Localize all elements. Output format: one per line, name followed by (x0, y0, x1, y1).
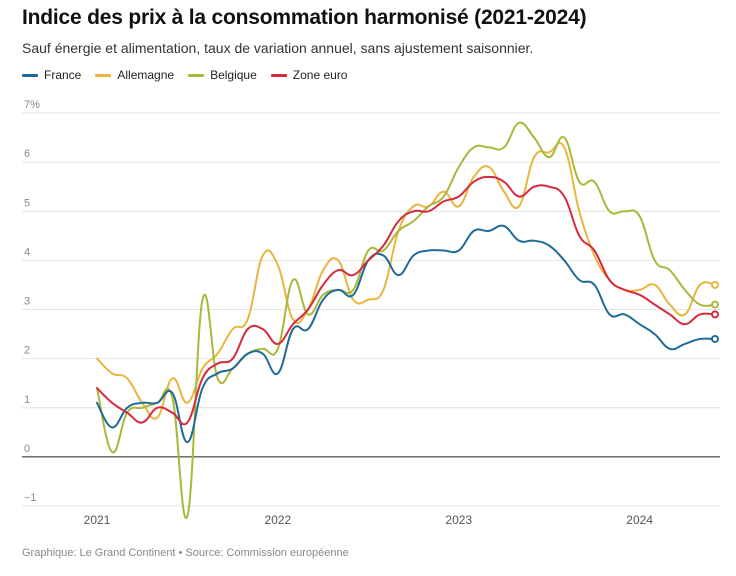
legend-label-zone-euro: Zone euro (292, 68, 348, 82)
series-end-point-allemagne (711, 280, 719, 289)
y-tick-label: 5 (24, 197, 30, 209)
series-line-allemagne (96, 141, 716, 420)
series-end-point-zone-euro (711, 310, 719, 319)
chart-legend: France Allemagne Belgique Zone euro (22, 68, 347, 82)
series-end-point-france (711, 334, 719, 343)
x-tick-label: 2023 (445, 513, 472, 527)
legend-swatch-france (22, 73, 38, 77)
y-tick-label: −1 (24, 492, 37, 504)
x-tick-label: 2024 (626, 513, 653, 527)
series-line-france (96, 224, 716, 444)
y-tick-label: 3 (24, 296, 30, 308)
chart-subtitle: Sauf énergie et alimentation, taux de va… (22, 40, 534, 56)
y-tick-label: 7% (24, 99, 40, 111)
y-tick-label: 0 (24, 443, 30, 455)
x-tick-label: 2022 (265, 513, 292, 527)
legend-item-zone-euro: Zone euro (270, 68, 348, 82)
series-line-belgique (96, 121, 716, 520)
y-tick-label: 6 (24, 148, 30, 160)
legend-item-france: France (22, 68, 81, 82)
chart-title: Indice des prix à la consommation harmon… (22, 6, 587, 29)
y-tick-label: 4 (24, 246, 30, 258)
source-credit: Graphique: Le Grand Continent • Source: … (22, 547, 349, 559)
x-tick-label: 2021 (84, 513, 111, 527)
legend-swatch-belgique (188, 73, 205, 77)
legend-label-france: France (44, 68, 82, 82)
y-tick-label: 1 (24, 394, 30, 406)
legend-item-allemagne: Allemagne (95, 68, 174, 82)
legend-label-belgique: Belgique (210, 68, 257, 82)
legend-label-allemagne: Allemagne (117, 68, 175, 82)
series-line-zone-euro (96, 175, 716, 426)
legend-swatch-allemagne (95, 73, 112, 77)
legend-swatch-zone-euro (270, 73, 287, 77)
series-end-point-belgique (711, 300, 719, 309)
y-tick-label: 2 (24, 345, 30, 357)
legend-item-belgique: Belgique (188, 68, 257, 82)
